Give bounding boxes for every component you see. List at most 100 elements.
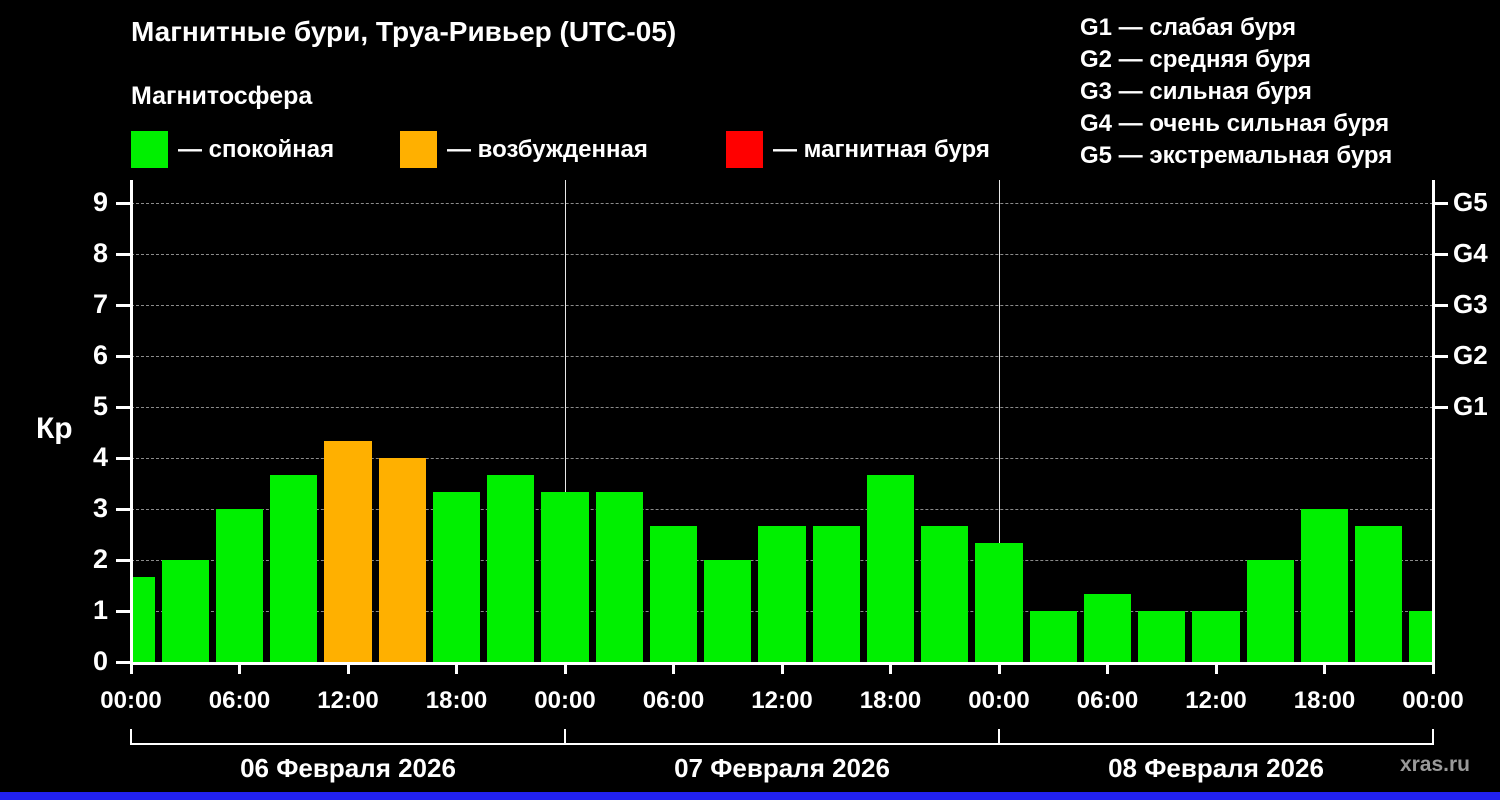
kp-gridline [131,457,1433,459]
kp-bar [866,474,915,662]
kp-bar [487,474,535,662]
y-axis-line [129,180,133,665]
kp-bar [1083,594,1132,662]
x-tick-label: 06:00 [208,687,271,714]
x-tick-label: 18:00 [425,687,488,714]
x-axis-tick [889,665,892,674]
y-tick-label: 0 [92,646,108,676]
y-axis-tick [116,558,131,562]
y-tick-label: 3 [92,493,108,523]
y-tick-label: 1 [92,595,108,625]
x-axis-tick [238,665,241,674]
legend-item-label: — магнитная буря [773,136,990,163]
g-axis-tick [1433,354,1448,358]
x-tick-label: 18:00 [1293,687,1356,714]
x-axis-tick [1214,665,1218,674]
x-tick-label: 00:00 [1402,687,1464,714]
kp-bar [649,525,698,662]
x-axis-tick [1431,665,1435,674]
kp-bar [1300,509,1349,662]
y-axis-tick [116,507,131,511]
kp-bar [1029,611,1077,662]
y-tick-label: 8 [92,238,108,268]
g-axis-tick [1433,303,1448,307]
x-axis-tick [346,665,350,674]
x-axis-tick [780,665,784,674]
kp-bar [758,525,806,662]
y-axis-tick [116,201,131,205]
day-range-tick [564,729,566,745]
y-axis-label: Кр [36,412,73,445]
y-axis-tick [116,405,131,409]
watermark: xras.ru [1399,753,1470,776]
kp-bar [812,525,860,662]
g-axis-tick [1433,201,1448,205]
g-axis-label: G3 [1453,289,1488,319]
day-label: 06 Февраля 2026 [240,753,456,783]
y-axis-tick [116,609,131,613]
kp-bar [132,576,155,662]
kp-bar [595,492,643,662]
day-label: 08 Февраля 2026 [1108,753,1324,783]
right-axis-line [1431,180,1435,665]
storm-scale-item: G2 — средняя буря [1080,46,1311,73]
kp-bar [324,441,372,662]
legend-swatch [726,131,763,168]
kp-bar [1355,525,1403,662]
kp-bar [1409,611,1432,662]
day-divider-line [998,180,1000,662]
day-divider-line [564,180,566,662]
storm-scale-item: G3 — сильная буря [1080,78,1312,105]
x-tick-label: 18:00 [859,687,922,714]
x-axis-tick [672,665,675,674]
g-axis-label: G1 [1453,391,1488,421]
x-tick-label: 12:00 [1185,687,1247,714]
y-tick-label: 6 [92,340,108,370]
x-tick-label: 06:00 [1076,687,1139,714]
day-range-tick [998,729,1000,745]
kp-bar [1138,611,1186,662]
y-tick-label: 7 [92,289,108,319]
y-axis-tick [116,456,131,460]
y-axis-tick [116,252,131,256]
storm-scale-item: G4 — очень сильная буря [1080,110,1390,137]
x-axis-line [129,662,1435,665]
y-axis-tick [116,303,131,307]
day-range-line [131,743,1433,745]
kp-bar [541,492,589,662]
kp-bar [161,560,209,662]
kp-gridline [131,202,1433,204]
x-axis-tick [455,665,458,674]
kp-bar [215,509,264,662]
x-axis-tick [563,665,567,674]
storm-scale-item: G5 — экстремальная буря [1080,142,1393,169]
x-tick-label: 06:00 [642,687,705,714]
g-axis-tick [1433,252,1448,256]
kp-bar [432,492,481,662]
y-axis-tick [116,354,131,358]
x-axis-tick [1106,665,1109,674]
y-tick-label: 9 [92,187,108,217]
storm-scale-item: G1 — слабая буря [1080,14,1297,41]
y-tick-label: 2 [92,544,108,574]
magnetosphere-legend-heading: Магнитосфера [131,82,313,110]
kp-bar [1192,611,1240,662]
day-label: 07 Февраля 2026 [674,753,890,783]
x-tick-label: 00:00 [534,687,596,714]
g-axis-label: G4 [1453,238,1488,268]
kp-bar [1246,560,1294,662]
kp-gridline [131,406,1433,408]
x-tick-label: 00:00 [968,687,1030,714]
legend-item-label: — возбужденная [447,136,648,163]
chart-title: Магнитные бури, Труа-Ривьер (UTC-05) [131,16,677,47]
x-axis-tick [1323,665,1326,674]
g-axis-label: G2 [1453,340,1488,370]
x-tick-label: 12:00 [751,687,813,714]
g-axis-label: G5 [1453,187,1488,217]
y-tick-label: 5 [92,391,108,421]
legend-item-label: — спокойная [178,136,335,163]
legend-swatch [131,131,168,168]
day-range-tick [130,729,132,745]
